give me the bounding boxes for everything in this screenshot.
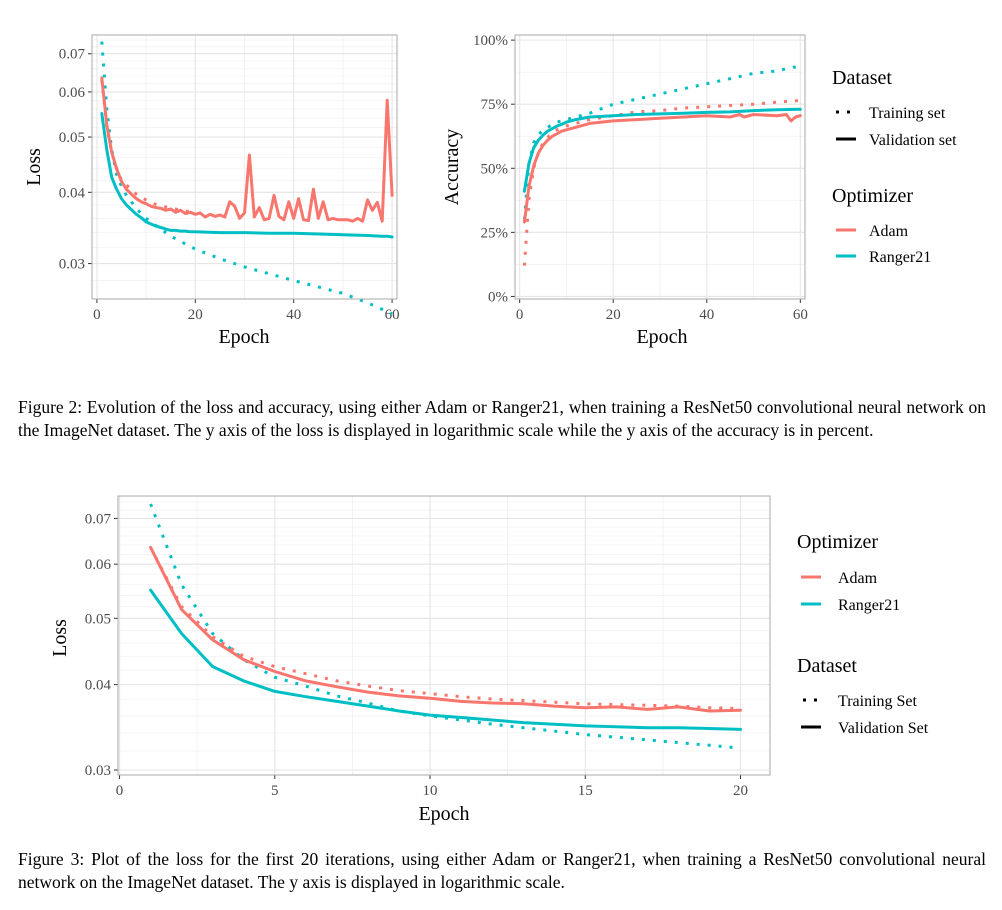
fig2-legend: Dataset Training set Validation set Opti…: [832, 67, 957, 266]
x-tick-label: 0: [516, 307, 524, 323]
accuracy-y-axis-label: Accuracy: [441, 129, 463, 206]
y-tick-label: 75%: [481, 97, 509, 113]
figure-2-caption: Figure 2: Evolution of the loss and accu…: [18, 397, 986, 440]
loss-first-20-chart: 0.03 0.04 0.05 0.06 0.07 0 5 10 15 20 Epoch Loss: [49, 495, 771, 825]
fig3-legend-training-label: Training Set: [838, 693, 918, 710]
series-adam-training: [522, 98, 801, 266]
series-ranger21-validation: [522, 107, 802, 193]
legend-optimizer-title: Optimizer: [832, 185, 913, 207]
fig3-legend-adam-label: Adam: [838, 570, 878, 587]
loss-x-axis-label: Epoch: [218, 326, 269, 348]
y-tick-label: 0.03: [59, 257, 85, 273]
legend-training-label: Training set: [869, 105, 946, 122]
y-tick-label: 0.05: [85, 611, 111, 627]
figure-3: 0.030.040.050.060.070 5 10 15 20 Epoch Loss …: [49, 495, 929, 825]
accuracy-x-axis-label: Epoch: [636, 326, 687, 348]
y-tick-label: 0.05: [59, 130, 85, 146]
y-tick-label: 100%: [473, 33, 508, 49]
accuracy-chart: 0% 25% 50% 75% 100% 0 20 40 60 Epoch Accuracy: [441, 33, 808, 348]
series-adam-validation: [100, 76, 394, 223]
x-tick-label: 5: [271, 783, 279, 799]
legend-adam-label: Adam: [869, 223, 909, 240]
fig3-legend: Optimizer Adam Ranger21 Dataset Training…: [797, 531, 929, 737]
y-tick-label: 0.03: [85, 763, 111, 779]
fig3-legend-validation-label: Validation Set: [838, 720, 929, 737]
y-tick-label: 50%: [481, 161, 509, 177]
fig3-legend-dataset-title: Dataset: [797, 655, 857, 677]
x-tick-label: 0: [93, 307, 101, 323]
series-ranger21-validation: [100, 112, 394, 239]
series-ranger21-training: [522, 64, 801, 220]
x-tick-label: 10: [423, 783, 438, 799]
loss-chart: 0.03 0.04 0.05 0.06 0.07 0 20 40 60 Epoch Loss: [23, 34, 400, 348]
x-tick-label: 60: [385, 307, 400, 323]
loss-y-axis-label: Loss: [23, 148, 45, 186]
y-tick-label: 25%: [481, 225, 509, 241]
y-tick-label: 0.07: [85, 511, 112, 527]
legend-dataset-title: Dataset: [832, 67, 892, 89]
x-tick-label: 20: [188, 307, 203, 323]
y-tick-label: 0.04: [85, 678, 112, 694]
y-tick-label: 0%: [488, 289, 508, 305]
fig3-legend-ranger21-label: Ranger21: [838, 597, 900, 614]
y-tick-label: 0.07: [59, 47, 86, 63]
x-tick-label: 40: [286, 307, 301, 323]
y-tick-label: 0.06: [85, 557, 112, 573]
series-adam-training: [149, 546, 741, 710]
fig3-x-axis-label: Epoch: [418, 803, 469, 825]
series-ranger21-validation: [149, 588, 742, 731]
series-adam-validation: [149, 545, 742, 713]
legend-ranger21-label: Ranger21: [869, 249, 931, 266]
y-tick-label: 0.06: [59, 85, 86, 101]
x-tick-label: 15: [578, 783, 593, 799]
series-adam-validation: [522, 113, 802, 224]
x-tick-label: 60: [793, 307, 808, 323]
x-tick-label: 20: [733, 783, 748, 799]
fig3-legend-optimizer-title: Optimizer: [797, 531, 878, 553]
x-tick-label: 0: [116, 783, 124, 799]
y-tick-label: 0.04: [59, 185, 86, 201]
fig3-y-axis-label: Loss: [49, 619, 71, 657]
x-tick-label: 40: [699, 307, 714, 323]
legend-validation-label: Validation set: [869, 132, 957, 149]
figure-3-caption: Figure 3: Plot of the loss for the first…: [18, 849, 986, 892]
series-ranger21-training: [149, 503, 741, 750]
figure-2: 0.03 0.04 0.05 0.06 0.07 0 20 40 60 Epoch Loss 0…: [23, 33, 957, 348]
x-tick-label: 20: [606, 307, 621, 323]
